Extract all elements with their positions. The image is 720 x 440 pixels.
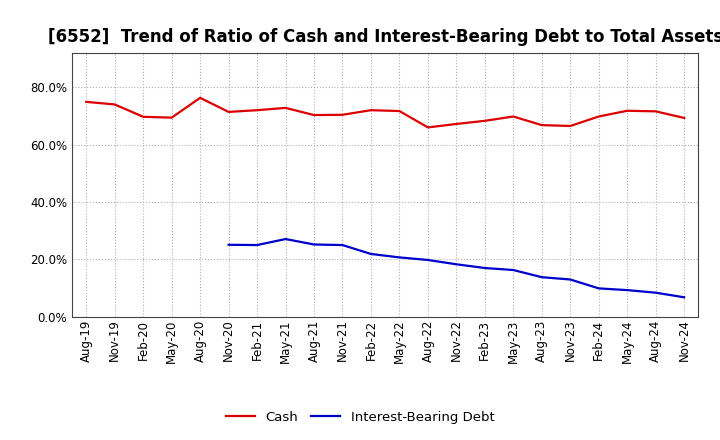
- Interest-Bearing Debt: [253, 242, 261, 248]
- Interest-Bearing Debt: [225, 242, 233, 247]
- Interest-Bearing Debt: [566, 277, 575, 282]
- Cash: [452, 121, 461, 127]
- Cash: [566, 123, 575, 128]
- Interest-Bearing Debt: [509, 268, 518, 273]
- Cash: [225, 109, 233, 114]
- Interest-Bearing Debt: [282, 236, 290, 242]
- Cash: [82, 99, 91, 105]
- Title: [6552]  Trend of Ratio of Cash and Interest-Bearing Debt to Total Assets: [6552] Trend of Ratio of Cash and Intere…: [48, 28, 720, 46]
- Interest-Bearing Debt: [338, 242, 347, 248]
- Cash: [623, 108, 631, 114]
- Interest-Bearing Debt: [680, 295, 688, 300]
- Cash: [537, 122, 546, 128]
- Cash: [366, 107, 375, 113]
- Interest-Bearing Debt: [423, 257, 432, 263]
- Interest-Bearing Debt: [623, 287, 631, 293]
- Cash: [282, 105, 290, 110]
- Interest-Bearing Debt: [310, 242, 318, 247]
- Cash: [110, 102, 119, 107]
- Interest-Bearing Debt: [537, 275, 546, 280]
- Cash: [338, 112, 347, 117]
- Interest-Bearing Debt: [395, 255, 404, 260]
- Cash: [139, 114, 148, 119]
- Cash: [595, 114, 603, 119]
- Cash: [680, 115, 688, 121]
- Cash: [167, 115, 176, 120]
- Cash: [509, 114, 518, 119]
- Interest-Bearing Debt: [595, 286, 603, 291]
- Line: Cash: Cash: [86, 98, 684, 128]
- Legend: Cash, Interest-Bearing Debt: Cash, Interest-Bearing Debt: [220, 405, 500, 429]
- Cash: [652, 109, 660, 114]
- Interest-Bearing Debt: [452, 262, 461, 267]
- Interest-Bearing Debt: [366, 251, 375, 257]
- Cash: [395, 108, 404, 114]
- Cash: [196, 95, 204, 100]
- Cash: [253, 107, 261, 113]
- Cash: [480, 118, 489, 124]
- Line: Interest-Bearing Debt: Interest-Bearing Debt: [229, 239, 684, 297]
- Interest-Bearing Debt: [480, 265, 489, 271]
- Cash: [423, 125, 432, 130]
- Cash: [310, 113, 318, 118]
- Interest-Bearing Debt: [652, 290, 660, 295]
